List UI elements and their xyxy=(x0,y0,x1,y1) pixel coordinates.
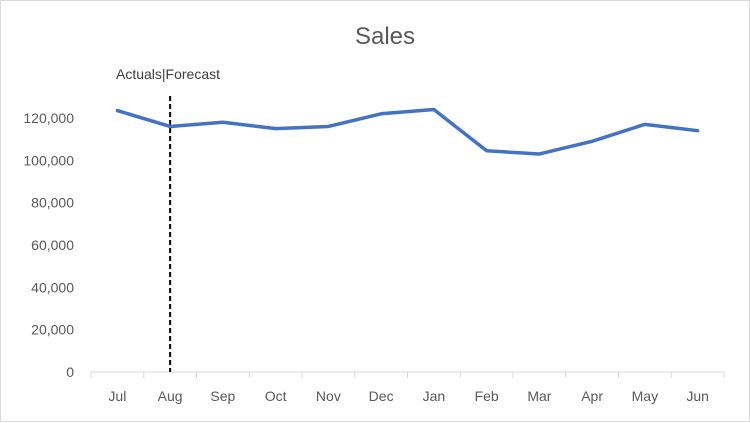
x-tick-label: Feb xyxy=(475,388,499,404)
x-tick-label: May xyxy=(632,388,658,404)
y-axis: 0 20,000 40,000 60,000 80,000 100,000 120,000 xyxy=(23,110,74,380)
chart-title: Sales xyxy=(355,23,415,50)
x-axis: Jul Aug Sep Oct Nov Dec Jan Feb Mar Apr May Jun xyxy=(90,371,725,404)
x-tick-label: Apr xyxy=(581,388,603,404)
sales-series-line xyxy=(115,107,700,156)
x-tick-label: Sep xyxy=(210,388,235,404)
actuals-forecast-label: Actuals|Forecast xyxy=(116,66,220,82)
x-tick-label: Oct xyxy=(265,388,287,404)
x-tick-label: Jan xyxy=(423,388,446,404)
x-tick-label: Aug xyxy=(158,388,183,404)
y-tick-label: 60,000 xyxy=(31,237,74,253)
x-tick-label: Jul xyxy=(108,388,126,404)
x-tick-label: Jun xyxy=(686,388,709,404)
x-tick-label: Mar xyxy=(527,388,551,404)
y-tick-label: 0 xyxy=(66,364,74,380)
series-layer xyxy=(115,107,700,156)
x-tick-label: Nov xyxy=(316,388,341,404)
x-tick-label: Dec xyxy=(369,388,394,404)
y-tick-label: 100,000 xyxy=(23,152,74,168)
y-tick-label: 80,000 xyxy=(31,195,74,211)
y-tick-label: 20,000 xyxy=(31,322,74,338)
y-tick-label: 40,000 xyxy=(31,279,74,295)
y-tick-label: 120,000 xyxy=(23,110,74,126)
